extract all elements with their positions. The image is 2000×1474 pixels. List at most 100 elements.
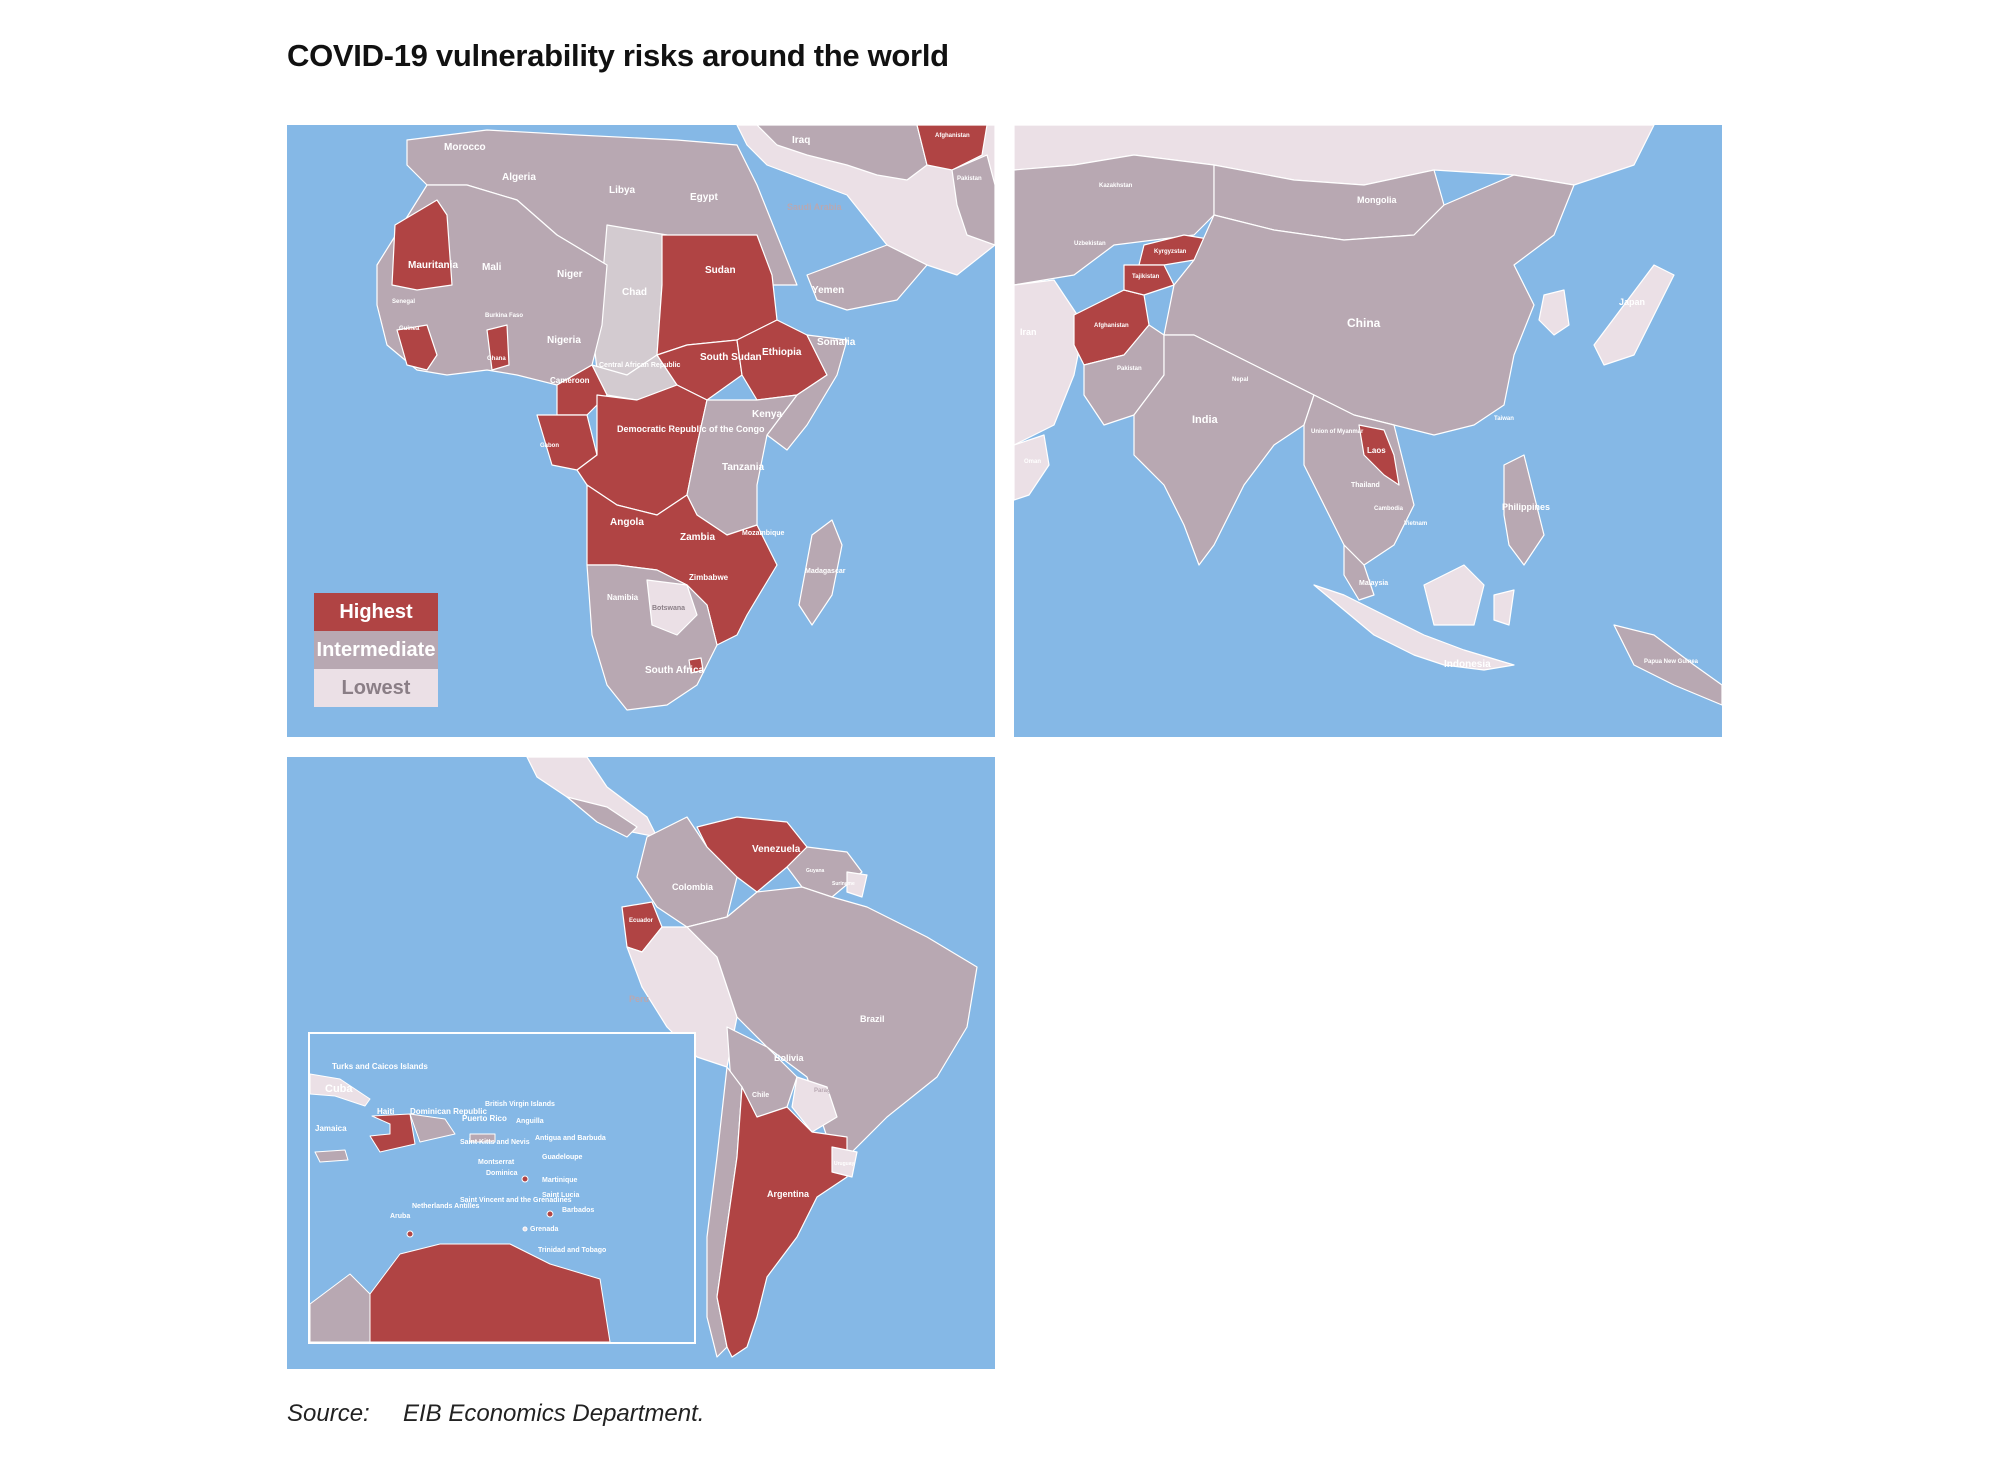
inset-dominican xyxy=(409,1113,456,1143)
inset-jamaica xyxy=(314,1149,349,1163)
label-somalia: Somalia xyxy=(817,337,856,348)
label-paraguay: Paraguay xyxy=(814,1088,842,1094)
label-grenada: Grenada xyxy=(530,1226,559,1233)
label-mali: Mali xyxy=(482,262,502,273)
label-thailand: Thailand xyxy=(1351,482,1380,489)
label-guadeloupe: Guadeloupe xyxy=(542,1154,583,1161)
label-tajikistan: Tajikistan xyxy=(1132,274,1160,280)
label-car: Central African Republic xyxy=(599,362,681,369)
label-argentina: Argentina xyxy=(767,1189,810,1199)
source-label: Source: xyxy=(287,1400,370,1427)
country-brazil xyxy=(686,886,978,1158)
inset-cuba xyxy=(310,1073,371,1107)
country-mauritania xyxy=(391,199,453,291)
label-netherlands-antilles: Netherlands Antilles xyxy=(412,1203,480,1210)
label-dominica: Dominica xyxy=(486,1170,518,1177)
label-mozambique: Mozambique xyxy=(742,530,784,537)
inset-barbados xyxy=(546,1210,554,1218)
label-iran: Iran xyxy=(867,137,885,148)
label-morocco: Morocco xyxy=(444,142,486,153)
label-zimbabwe: Zimbabwe xyxy=(689,573,729,582)
label-cambodia: Cambodia xyxy=(1374,506,1404,512)
label-japan: Japan xyxy=(1619,297,1645,307)
country-afghanistan xyxy=(916,125,988,171)
inset-colombia xyxy=(310,1273,371,1342)
label-bolivia: Bolivia xyxy=(774,1053,805,1063)
country-japan xyxy=(1593,264,1675,366)
country-uruguay xyxy=(831,1146,858,1178)
inset-haiti xyxy=(369,1113,416,1153)
label-sudan: Sudan xyxy=(705,265,736,276)
label-saint-kitts: Saint Kitts and Nevis xyxy=(460,1139,530,1146)
label-suriname: Suriname xyxy=(832,881,855,887)
label-barbados: Barbados xyxy=(562,1207,594,1214)
country-malaysia xyxy=(1343,544,1375,601)
africa-map: Morocco Algeria Libya Egypt Mauritania M… xyxy=(376,125,995,711)
country-botswana xyxy=(646,579,698,636)
region-yemen xyxy=(806,244,928,311)
label-malaysia: Malaysia xyxy=(1359,580,1388,587)
label-afghanistan: Afghanistan xyxy=(935,133,970,139)
label-yemen: Yemen xyxy=(812,285,844,296)
label-uruguay: Uruguay xyxy=(834,1161,855,1167)
region-central-america-mid xyxy=(566,796,638,838)
label-namibia: Namibia xyxy=(607,593,639,602)
americas-map: Venezuela Colombia Ecuador Peru Brazil B… xyxy=(526,757,978,1358)
label-taiwan: Taiwan xyxy=(1494,416,1514,422)
label-myanmar: Union of Myanmar xyxy=(1311,429,1364,435)
label-anguilla: Anguilla xyxy=(516,1118,544,1125)
label-afghanistan: Afghanistan xyxy=(1094,323,1129,329)
label-peru: Peru xyxy=(629,994,649,1004)
inset-puerto-rico xyxy=(469,1133,496,1143)
label-kenya: Kenya xyxy=(752,409,782,420)
label-indonesia: Indonesia xyxy=(1444,659,1491,670)
legend-lowest: Lowest xyxy=(314,669,438,707)
label-zambia: Zambia xyxy=(680,532,715,543)
label-oman: Oman xyxy=(1024,459,1041,465)
label-venezuela: Venezuela xyxy=(752,844,801,855)
label-ethiopia: Ethiopia xyxy=(762,347,802,358)
country-tajikistan xyxy=(1123,264,1175,296)
asia-map: Kazakhstan Mongolia Uzbekistan Kyrgyzsta… xyxy=(1014,125,1722,706)
legend-intermediate: Intermediate xyxy=(314,631,438,669)
source-text: EIB Economics Department. xyxy=(403,1400,705,1427)
label-senegal: Senegal xyxy=(392,299,415,305)
label-montserrat: Montserrat xyxy=(478,1159,515,1166)
label-puerto: Puerto Rico xyxy=(462,1114,507,1123)
label-saudi: Saudi Arabia xyxy=(787,202,843,212)
region-central-asia xyxy=(1014,154,1215,286)
label-haiti: Haiti xyxy=(377,1107,394,1116)
label-kyrgyzstan: Kyrgyzstan xyxy=(1154,249,1187,255)
label-ecuador: Ecuador xyxy=(629,918,654,924)
label-nepal: Nepal xyxy=(1232,377,1249,383)
label-chile: Chile xyxy=(752,1092,769,1099)
country-png xyxy=(1613,624,1722,706)
label-guyana: Guyana xyxy=(806,868,825,874)
label-vietnam: Vietnam xyxy=(1404,521,1427,527)
country-madagascar xyxy=(798,519,843,626)
label-pakistan: Pakistan xyxy=(1117,366,1142,372)
label-india: India xyxy=(1192,414,1219,426)
label-trinidad: Trinidad and Tobago xyxy=(538,1247,606,1254)
country-indonesia xyxy=(1313,584,1515,671)
country-pakistan xyxy=(951,154,995,246)
label-iraq: Iraq xyxy=(792,135,810,146)
country-korea xyxy=(1538,289,1570,336)
label-chad: Chad xyxy=(622,287,647,298)
label-turks: Turks and Caicos Islands xyxy=(332,1062,428,1071)
label-laos: Laos xyxy=(1367,446,1386,455)
label-tanzania: Tanzania xyxy=(722,462,764,473)
label-ghana: Ghana xyxy=(487,356,506,362)
label-burkina: Burkina Faso xyxy=(485,313,523,319)
chart-title: COVID-19 vulnerability risks around the … xyxy=(287,38,949,73)
label-colombia: Colombia xyxy=(672,882,714,892)
country-argentina xyxy=(716,1086,848,1358)
label-china: China xyxy=(1347,316,1381,330)
country-iran xyxy=(1014,279,1085,446)
label-mauritania: Mauritania xyxy=(408,260,458,271)
label-guinea: Guinea xyxy=(399,326,420,332)
region-borneo xyxy=(1423,564,1485,626)
country-philippines xyxy=(1503,454,1545,566)
region-sulawesi xyxy=(1493,589,1515,626)
label-mongolia: Mongolia xyxy=(1357,195,1397,205)
